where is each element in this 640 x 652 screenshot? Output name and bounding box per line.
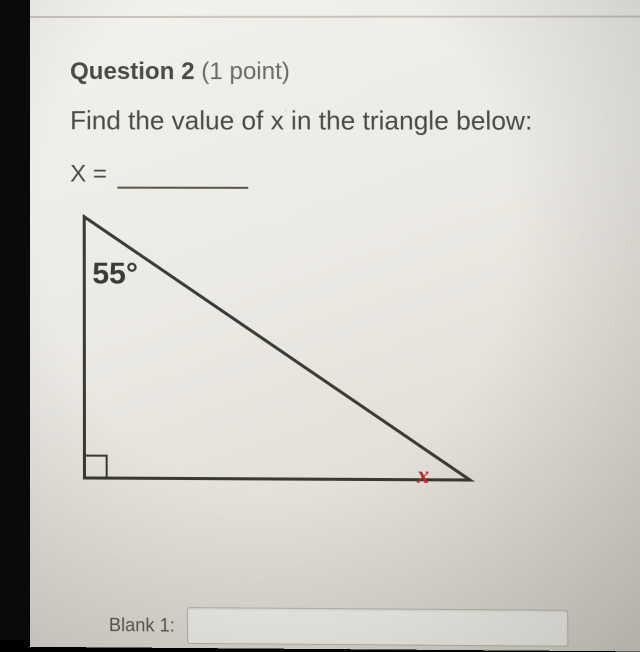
triangle-figure: 55° x	[64, 206, 491, 512]
page: Question 2 (1 point) Find the value of x…	[30, 0, 640, 652]
question-header: Question 2 (1 point)	[70, 58, 635, 86]
answer-label: Blank 1:	[109, 614, 175, 636]
device-bezel	[0, 0, 30, 640]
right-angle-marker	[84, 455, 106, 477]
x-blank-underline	[117, 166, 248, 188]
answer-row: Blank 1:	[109, 607, 569, 647]
question-instruction: Find the value of x in the triangle belo…	[70, 104, 636, 138]
question-number: 2	[181, 58, 195, 85]
angle-top-label: 55°	[92, 257, 138, 291]
top-divider	[30, 5, 640, 18]
question-title-prefix: Question	[70, 58, 174, 85]
triangle-outline	[84, 217, 470, 480]
x-equals-line: X =	[70, 160, 636, 189]
x-prefix: X =	[70, 160, 107, 188]
question-block: Question 2 (1 point) Find the value of x…	[70, 58, 640, 514]
answer-input[interactable]	[187, 607, 569, 647]
angle-x-label: x	[417, 462, 429, 490]
question-points: (1 point)	[201, 58, 290, 85]
